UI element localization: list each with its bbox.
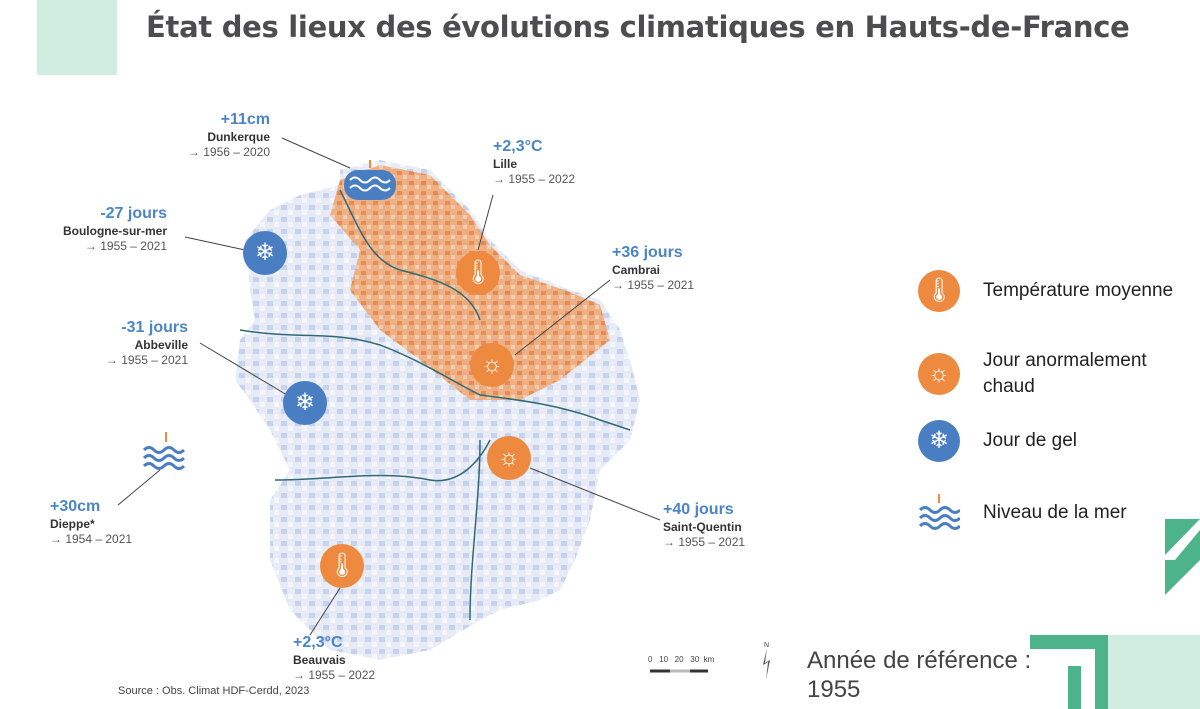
reference-label: Année de référence : [807, 647, 1032, 674]
annotation-period: → 1955 – 2021 [612, 278, 695, 292]
annotation-city: Dunkerque [207, 130, 270, 144]
annotation-city: Abbeville [134, 338, 188, 352]
department-boundaries [239, 189, 631, 621]
annotation-value: -27 jours [100, 205, 167, 222]
annotation-lille: +2,3°C Lille → 1955 – 2022 [493, 137, 575, 187]
leader-lines [117, 137, 661, 636]
waves-icon [344, 160, 396, 200]
annotation-period: → 1954 – 2021 [50, 532, 133, 546]
north-label: N [764, 642, 770, 649]
sun-icon: ☼ [487, 436, 531, 480]
annotation-period: → 1956 – 2020 [187, 145, 270, 159]
legend-label: Température moyenne [983, 280, 1174, 302]
decorative-square [37, 0, 117, 75]
annotation-cambrai: +36 jours Cambrai → 1955 – 2021 [612, 243, 694, 293]
annotation-city: Lille [493, 157, 518, 171]
reference-value: 1955 [807, 675, 861, 703]
annotation-boulogne: -27 jours Boulogne-sur-mer → 1955 – 2021 [63, 204, 167, 254]
annotation-period: → 1955 – 2021 [663, 535, 746, 549]
annotation-period: → 1955 – 2022 [493, 172, 576, 186]
annotation-dieppe: +30cm Dieppe* → 1954 – 2021 [50, 497, 132, 547]
north-arrow-icon [763, 648, 770, 680]
thermometer-icon: 🌡 [456, 251, 500, 295]
legend-item-temperature: 🌡 Température moyenne [918, 270, 1173, 312]
annotation-value: +2,3°C [493, 138, 543, 155]
annotation-period: → 1955 – 2021 [84, 239, 167, 253]
annotation-value: -31 jours [121, 319, 188, 336]
annotation-value: +30cm [50, 498, 101, 515]
reference-year: Année de référence : 1955 [807, 647, 1031, 705]
sun-icon: ☼ [918, 352, 960, 395]
annotation-abbeville: -31 jours Abbeville → 1955 – 2021 [106, 318, 188, 368]
annotation-saint-quentin: +40 jours Saint-Quentin → 1955 – 2021 [663, 500, 745, 550]
sun-icon: ☼ [470, 343, 514, 387]
annotation-dunkerque: +11cm Dunkerque → 1956 – 2020 [188, 110, 270, 160]
source-note: Source : Obs. Climat HDF-Cerdd, 2023 [118, 685, 310, 697]
thermometer-icon: 🌡 [320, 544, 364, 588]
legend-label: Niveau de la mer [983, 502, 1127, 524]
legend-item-frost: ❄ Jour de gel [918, 420, 1077, 462]
legend-item-hot-day: ☼ Jour anormalement chaud [918, 348, 1183, 399]
annotation-value: +40 jours [663, 501, 734, 518]
annotation-city: Beauvais [293, 653, 346, 667]
snowflake-icon: ❄ [283, 381, 327, 425]
scale-labels: 0 10 20 30 km [648, 655, 715, 664]
annotation-value: +36 jours [612, 244, 683, 261]
legend-label: Jour de gel [983, 430, 1078, 452]
corner-decoration [1030, 519, 1200, 709]
thermometer-icon: 🌡 [918, 270, 960, 312]
annotation-city: Dieppe* [50, 517, 95, 531]
page-title: État des lieux des évolutions climatique… [146, 10, 1130, 44]
annotation-period: → 1955 – 2021 [105, 353, 188, 367]
annotation-city: Cambrai [612, 263, 661, 277]
annotation-period: → 1955 – 2022 [293, 668, 376, 682]
annotation-value: +11cm [220, 111, 270, 128]
waves-icon [918, 494, 960, 530]
snowflake-icon: ❄ [243, 231, 287, 275]
annotation-value: +2,3°C [293, 634, 343, 651]
legend-label: Jour anormalement chaud [983, 350, 1147, 397]
waves-icon [142, 432, 186, 470]
legend-item-sea-level: Niveau de la mer [918, 492, 1127, 534]
annotation-beauvais: +2,3°C Beauvais → 1955 – 2022 [293, 633, 375, 683]
annotation-city: Saint-Quentin [663, 520, 742, 534]
snowflake-icon: ❄ [918, 420, 960, 462]
annotation-city: Boulogne-sur-mer [62, 224, 167, 238]
